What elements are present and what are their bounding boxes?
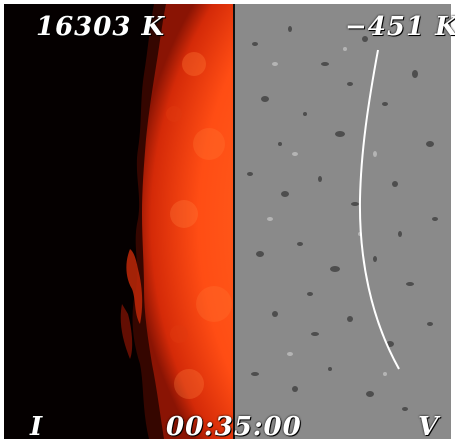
velocity-channel-label: V: [418, 412, 440, 442]
panel-divider: [233, 4, 235, 439]
intensity-image-panel: [4, 4, 233, 439]
doppler-velocity-image: [235, 4, 451, 439]
intensity-channel-label: I: [30, 412, 44, 442]
doppler-features: [247, 26, 438, 411]
intensity-temperature-label: 16303 K: [36, 12, 166, 42]
solar-limb-line: [358, 49, 400, 370]
velocity-temperature-label: −451 K: [345, 12, 455, 42]
solar-disk-intensity-image: [4, 4, 233, 439]
timestamp-label: 00:35:00: [166, 412, 302, 442]
doppler-velocity-panel: [235, 4, 451, 439]
